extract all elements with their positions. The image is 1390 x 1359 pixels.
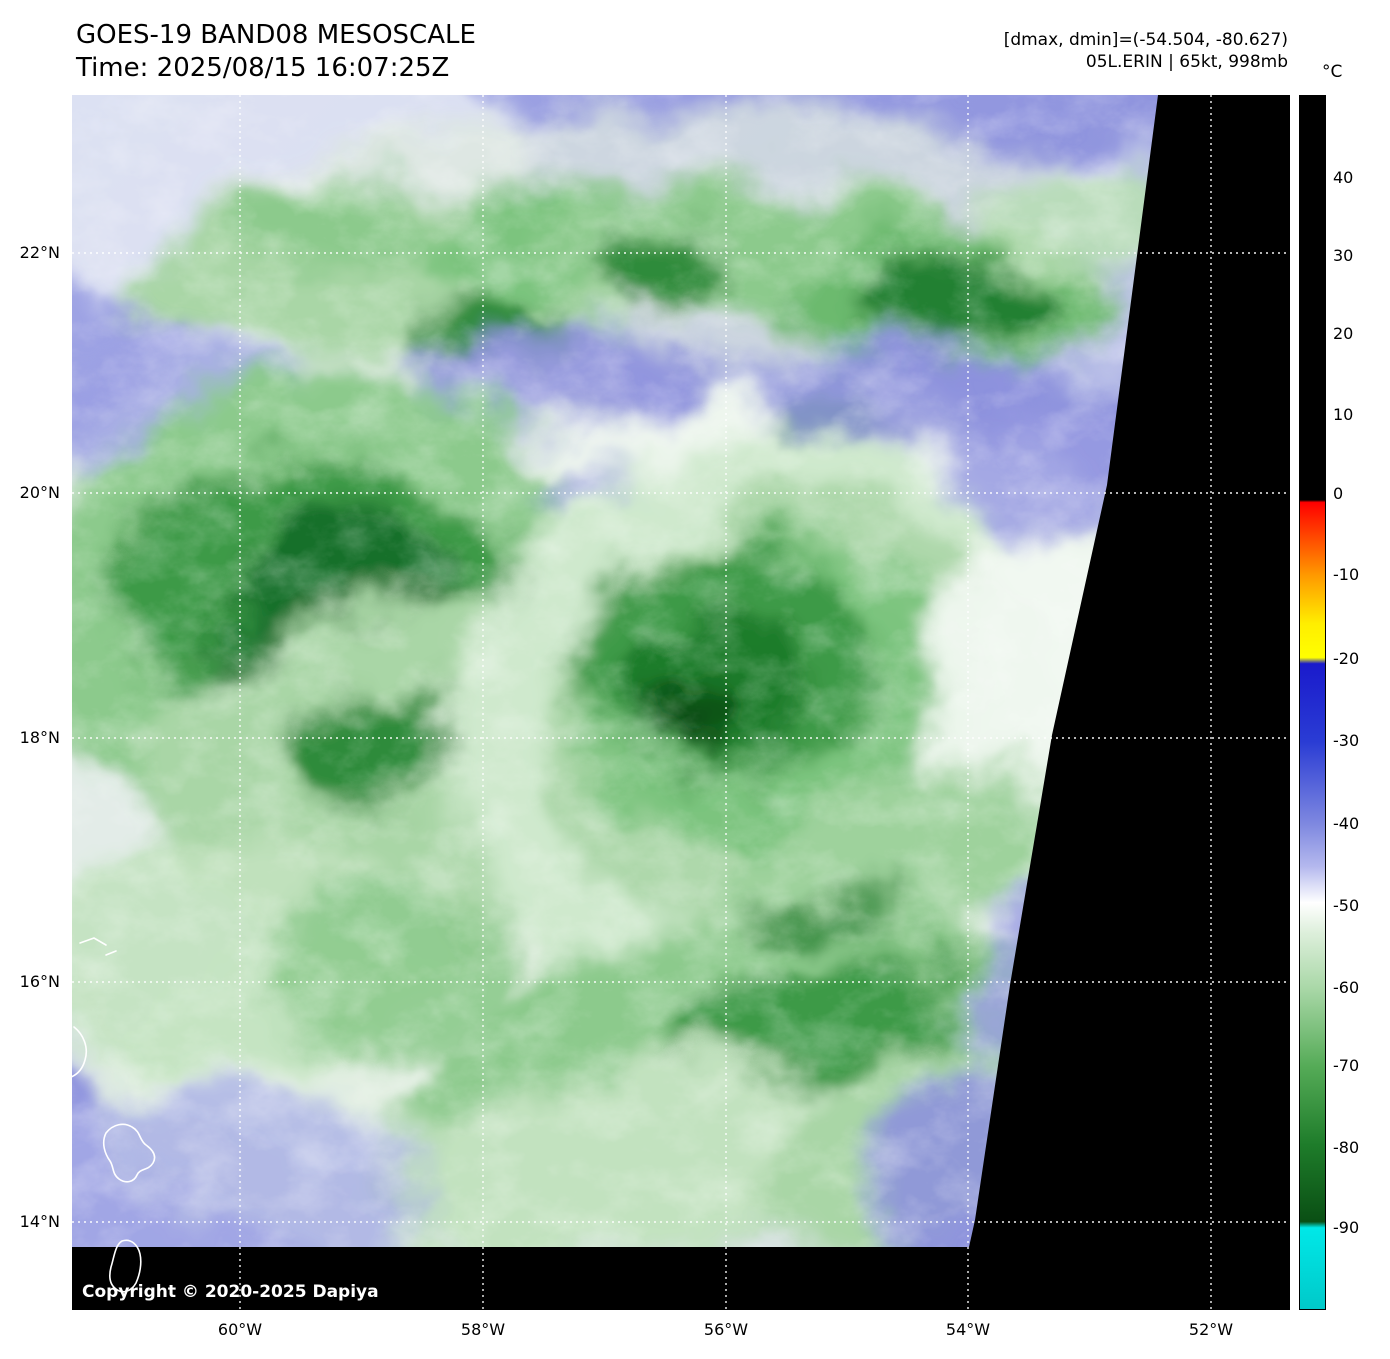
lat-tick: 16°N: [19, 972, 60, 991]
longitude-axis: 60°W 58°W 56°W 54°W 52°W: [0, 1320, 1390, 1350]
satellite-map: Copyright © 2020-2025 Dapiya: [72, 95, 1290, 1310]
latitude-axis: 22°N 20°N 18°N 16°N 14°N: [0, 0, 66, 1359]
colorbar-tick: -20: [1333, 649, 1360, 668]
lon-tick: 52°W: [1188, 1320, 1234, 1339]
colorbar-tick: 40: [1333, 168, 1354, 187]
temperature-colorbar: [1299, 95, 1326, 1310]
storm-info-annotation: 05L.ERIN | 65kt, 998mb: [1085, 52, 1288, 72]
copyright-watermark: Copyright © 2020-2025 Dapiya: [82, 1282, 379, 1302]
lat-tick: 14°N: [19, 1212, 60, 1231]
colorbar-tick: -40: [1333, 814, 1360, 833]
latlon-gridlines: [72, 95, 1290, 1310]
colorbar-tick: -30: [1333, 731, 1360, 750]
dmax-dmin-annotation: [dmax, dmin]=(-54.504, -80.627): [1003, 30, 1288, 50]
colorbar-tick: -70: [1333, 1056, 1360, 1075]
colorbar-tick: -90: [1333, 1218, 1360, 1237]
lon-tick: 58°W: [460, 1320, 506, 1339]
colorbar-tick-labels: 40 30 20 10 0 -10 -20 -30 -40 -50 -60 -7…: [1333, 0, 1389, 1359]
colorbar-tick: 10: [1333, 405, 1354, 424]
timestamp-label: Time: 2025/08/15 16:07:25Z: [76, 53, 450, 83]
colorbar-tick: 30: [1333, 246, 1354, 265]
colorbar-tick: -50: [1333, 896, 1360, 915]
lon-tick: 56°W: [703, 1320, 749, 1339]
colorbar-tick: -60: [1333, 978, 1360, 997]
lat-tick: 20°N: [19, 483, 60, 502]
colorbar-unit-label: °C: [1322, 62, 1343, 82]
lat-tick: 18°N: [19, 728, 60, 747]
page-title: GOES-19 BAND08 MESOSCALE: [76, 20, 476, 50]
colorbar-tick: -80: [1333, 1138, 1360, 1157]
island-coastlines: [72, 937, 156, 1293]
lat-tick: 22°N: [19, 243, 60, 262]
scan-edge-black-region: [72, 95, 1290, 1310]
colorbar-tick: 20: [1333, 324, 1354, 343]
colorbar-tick: 0: [1333, 484, 1344, 503]
satellite-imagery: [72, 95, 1290, 1310]
colorbar-tick: -10: [1333, 565, 1360, 584]
lon-tick: 54°W: [945, 1320, 991, 1339]
lon-tick: 60°W: [217, 1320, 263, 1339]
